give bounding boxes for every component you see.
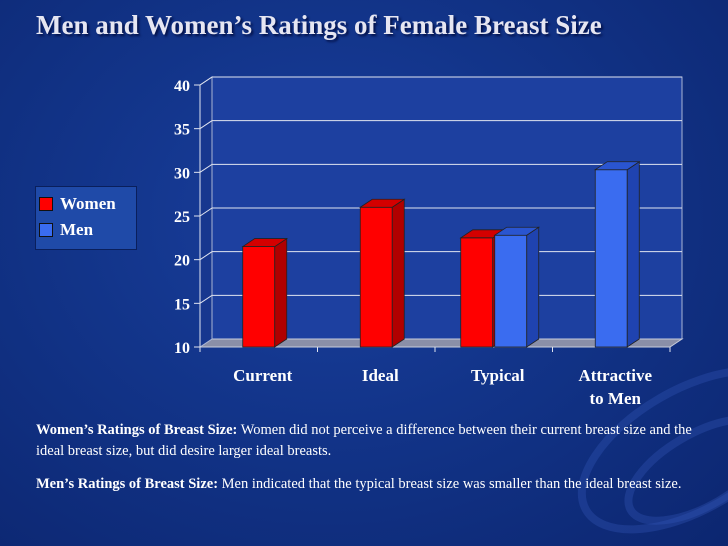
gridline [199,163,682,173]
bar-women-1 [359,206,393,348]
x-category-label: Ideal [362,366,399,385]
bar-women-2 [460,237,494,348]
legend-label-men: Men [60,220,94,239]
bar-women-0-side [274,237,288,348]
y-tick-label: 40 [174,78,190,95]
bar-men-2 [494,234,528,348]
gridline [199,120,682,130]
y-tick-label: 10 [174,340,190,357]
y-tick-label: 15 [174,296,190,313]
y-tick-label: 20 [174,253,190,270]
chart-legend: Women Men [35,186,137,250]
caption-men-lead: Men’s Ratings of Breast Size: [36,476,219,492]
caption-women-text: Women did not perceive a difference betw… [36,422,692,459]
legend-swatch-women [39,197,53,211]
bar-women-0-top [241,238,289,247]
bar-men-2-side [526,226,540,348]
gridline [199,76,682,86]
caption-women: Women’s Ratings of Breast Size: Women di… [36,420,696,462]
legend-swatch-men [39,223,53,237]
bar-men-3-top [593,161,641,171]
bar-men-3 [594,169,628,348]
legend-label-women: Women [60,194,116,213]
caption-men-text: Men indicated that the typical breast si… [218,476,682,492]
caption-women-lead: Women’s Ratings of Breast Size: [36,422,238,438]
caption-men: Men’s Ratings of Breast Size: Men indica… [36,474,696,495]
y-tick-label: 30 [174,165,190,182]
bar-women-1-side [391,198,405,348]
x-category-label: Attractive [578,366,652,385]
bar-women-0 [242,246,276,348]
gridline [199,207,682,217]
page-title: Men and Women’s Ratings of Female Breast… [36,10,602,40]
y-tick-label: 35 [174,122,190,139]
bar-men-3-side [626,160,640,348]
x-category-label: Current [233,366,293,385]
bar-chart: 10 15 20 25 30 35 40 Current Ideal Typical Attract… [174,76,684,408]
x-category-label: Typical [471,366,525,385]
x-category-label: to Men [590,389,642,408]
y-tick-label: 25 [174,209,190,226]
bar-women-1-top [358,198,406,208]
bar-men-2-top [493,226,541,236]
legend-item-women: Women [36,191,136,217]
legend-item-men: Men [36,217,136,243]
